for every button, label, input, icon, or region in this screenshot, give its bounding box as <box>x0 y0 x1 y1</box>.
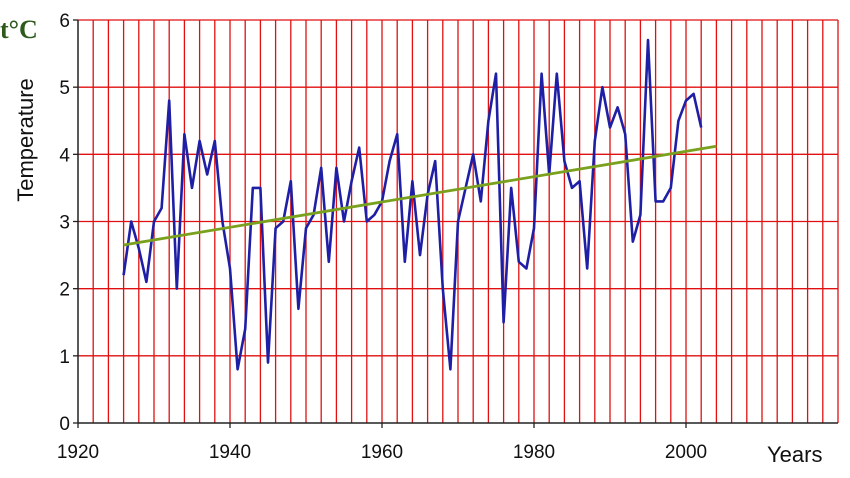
y-tick-label: 5 <box>59 78 70 99</box>
y-axis-title: Temperature <box>13 78 38 202</box>
y-tick-label: 0 <box>59 414 70 435</box>
x-tick-label: 1960 <box>361 442 403 463</box>
y-tick-label: 2 <box>59 280 70 301</box>
y-tick-label: 3 <box>59 213 70 234</box>
x-tick-label: 1920 <box>57 442 99 463</box>
tick-labels: 0 1 2 3 4 5 6 1920 1940 1960 1980 2000 <box>57 11 707 463</box>
axes <box>73 19 838 428</box>
x-axis-title: Years <box>767 442 822 467</box>
x-tick-label: 1940 <box>209 442 251 463</box>
y-tick-label: 1 <box>59 347 70 368</box>
trend-line <box>123 144 717 247</box>
temperature-series-line <box>122 38 703 371</box>
y-tick-label: 6 <box>59 11 70 32</box>
unit-label: t°C <box>0 15 38 44</box>
series <box>122 38 717 371</box>
x-tick-label: 1980 <box>513 442 555 463</box>
x-tick-label: 2000 <box>665 442 707 463</box>
grid <box>78 19 839 423</box>
y-tick-label: 4 <box>59 145 70 166</box>
